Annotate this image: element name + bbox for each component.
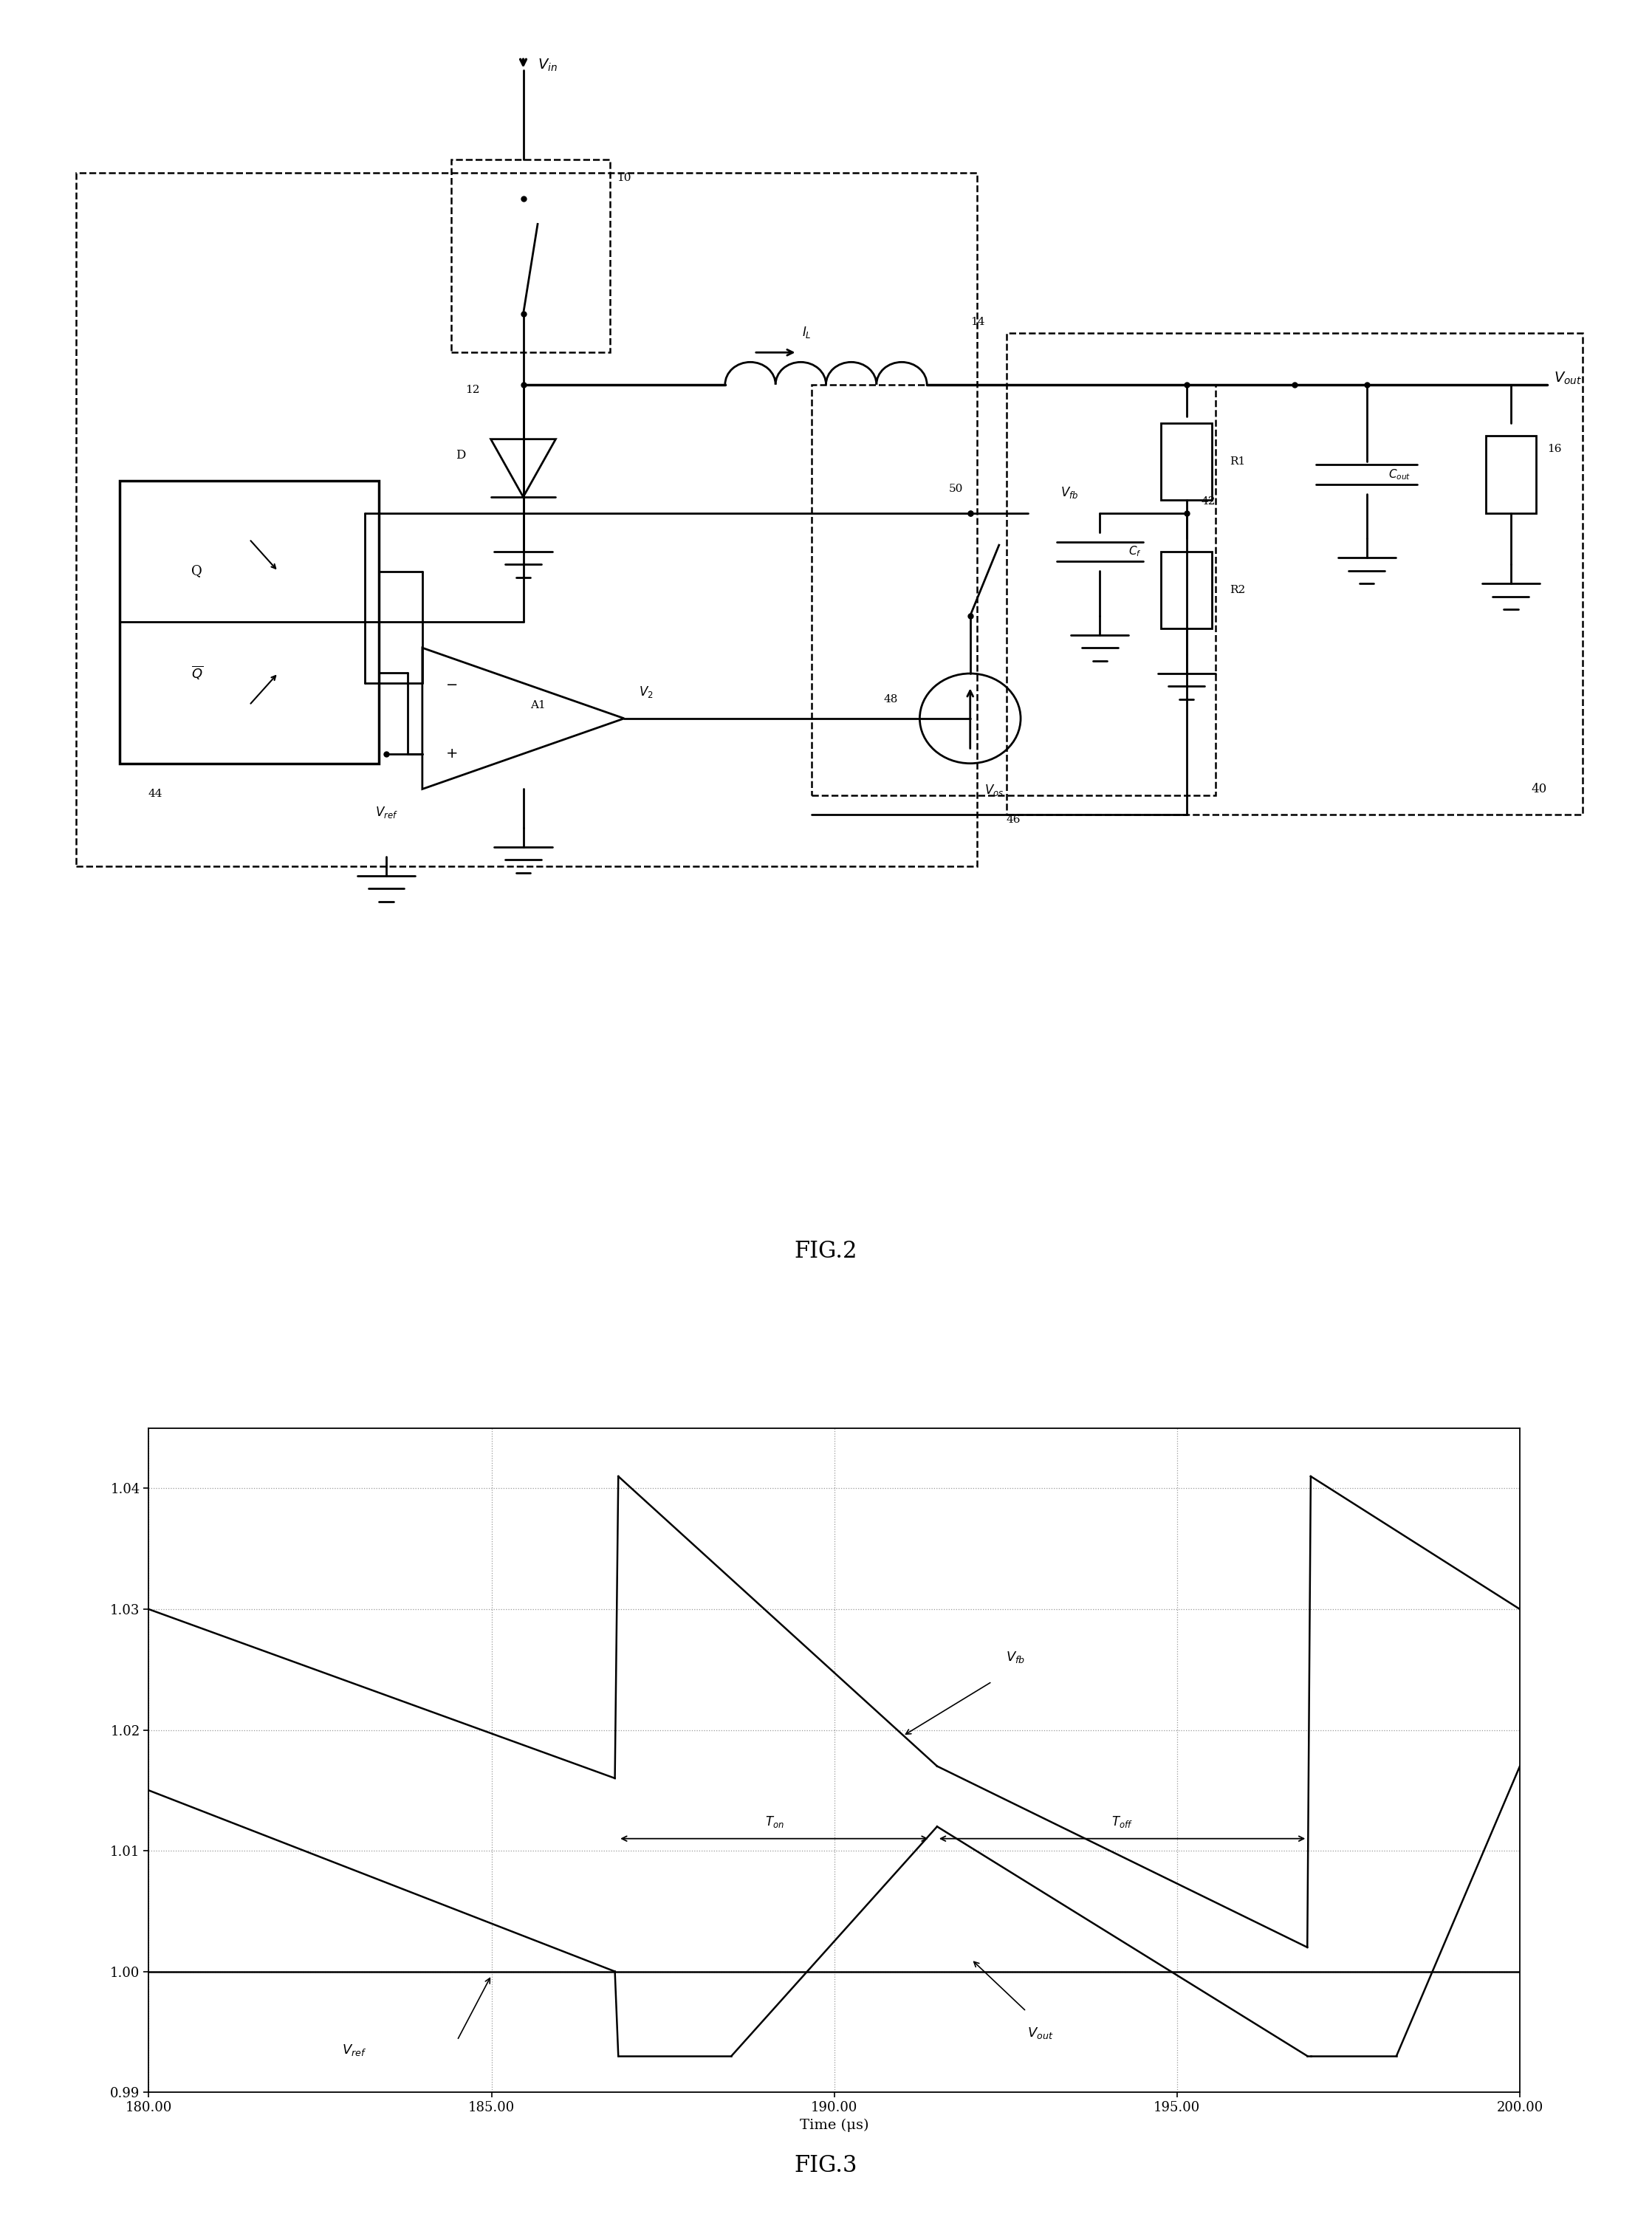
Text: 16: 16 — [1546, 443, 1561, 454]
Text: $\overline{Q}$: $\overline{Q}$ — [192, 664, 203, 682]
Text: $T_{off}$: $T_{off}$ — [1112, 1813, 1133, 1829]
Text: $T_{on}$: $T_{on}$ — [765, 1813, 783, 1829]
X-axis label: Time (μs): Time (μs) — [800, 2119, 869, 2132]
Text: A1: A1 — [530, 700, 545, 711]
Text: $V_{ref}$: $V_{ref}$ — [342, 2044, 367, 2057]
Bar — [1006, 332, 1583, 815]
Text: D: D — [456, 449, 466, 461]
Text: $C_f$: $C_f$ — [1128, 545, 1142, 558]
Text: 14: 14 — [970, 317, 985, 328]
Bar — [1485, 436, 1536, 514]
Bar — [119, 480, 378, 764]
Text: 10: 10 — [616, 173, 631, 184]
Text: 50: 50 — [948, 483, 963, 494]
Bar — [811, 385, 1216, 795]
Text: $V_{in}$: $V_{in}$ — [537, 58, 557, 73]
Text: $I_L$: $I_L$ — [803, 325, 811, 339]
Text: $-$: $-$ — [444, 675, 458, 691]
Text: $C_{out}$: $C_{out}$ — [1388, 467, 1411, 480]
Bar — [451, 159, 610, 352]
Text: $V_2$: $V_2$ — [639, 684, 653, 700]
Text: FIG.3: FIG.3 — [795, 2154, 857, 2176]
Bar — [76, 173, 978, 866]
Text: $V_{out}$: $V_{out}$ — [1555, 370, 1583, 385]
Text: 44: 44 — [149, 788, 164, 799]
Text: 46: 46 — [1006, 815, 1021, 826]
Text: 40: 40 — [1531, 784, 1546, 795]
Text: $V_{ref}$: $V_{ref}$ — [375, 806, 398, 819]
Text: $V_{out}$: $V_{out}$ — [1028, 2026, 1052, 2041]
Text: 48: 48 — [884, 693, 899, 704]
Text: R1: R1 — [1229, 456, 1246, 467]
Text: 12: 12 — [466, 385, 481, 394]
Bar — [1161, 551, 1211, 629]
Text: $+$: $+$ — [444, 746, 458, 762]
Text: FIG.2: FIG.2 — [795, 1240, 857, 1262]
Bar — [1161, 423, 1211, 500]
Text: $V_{fb}$: $V_{fb}$ — [1006, 1649, 1024, 1665]
Text: $V_{fb}$: $V_{fb}$ — [1061, 485, 1079, 500]
Text: $V_{os}$: $V_{os}$ — [985, 784, 1004, 797]
Text: 42: 42 — [1201, 496, 1216, 507]
Text: Q: Q — [192, 565, 203, 578]
Text: R2: R2 — [1229, 584, 1246, 596]
